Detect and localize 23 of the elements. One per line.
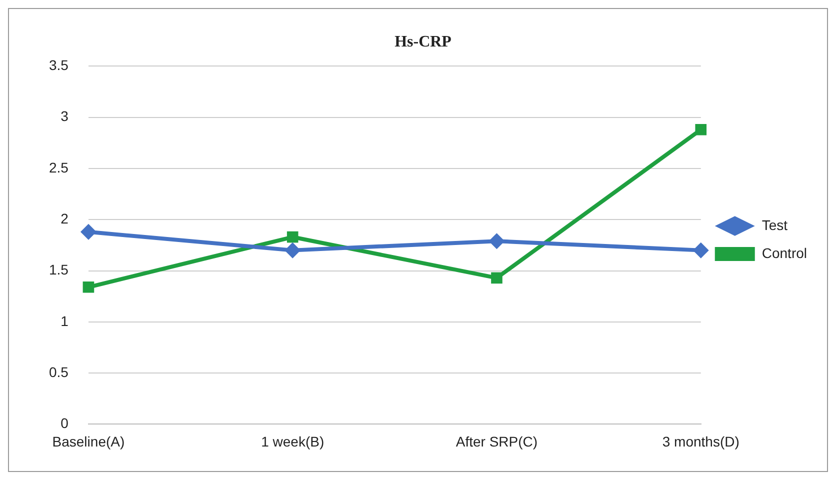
- y-tick-label: 1: [60, 312, 69, 329]
- y-tick-label: 2: [60, 210, 69, 226]
- x-tick-label: 1 week(B): [261, 433, 324, 450]
- point: [692, 242, 709, 258]
- point: [488, 233, 505, 250]
- point: [82, 281, 94, 293]
- y-tick-label: 0: [60, 415, 69, 432]
- y-tick-label: 3: [60, 108, 69, 124]
- legend-label: Test: [762, 216, 788, 233]
- legend-label: Control: [762, 244, 808, 261]
- point: [284, 242, 301, 258]
- x-tick-label: After SRP(C): [456, 433, 538, 450]
- y-tick-label: 3.5: [48, 57, 69, 74]
- point: [286, 231, 298, 243]
- point: [491, 272, 502, 284]
- chart-title: Hs-CRP: [394, 34, 452, 51]
- y-tick-label: 0.5: [48, 364, 69, 380]
- x-tick-label: 3 months(D): [662, 433, 740, 450]
- point: [695, 124, 707, 136]
- point: [80, 224, 96, 240]
- x-tick-label: Baseline(A): [52, 433, 125, 450]
- y-tick-label: 2.5: [48, 159, 69, 176]
- y-tick-label: 1.5: [48, 262, 69, 278]
